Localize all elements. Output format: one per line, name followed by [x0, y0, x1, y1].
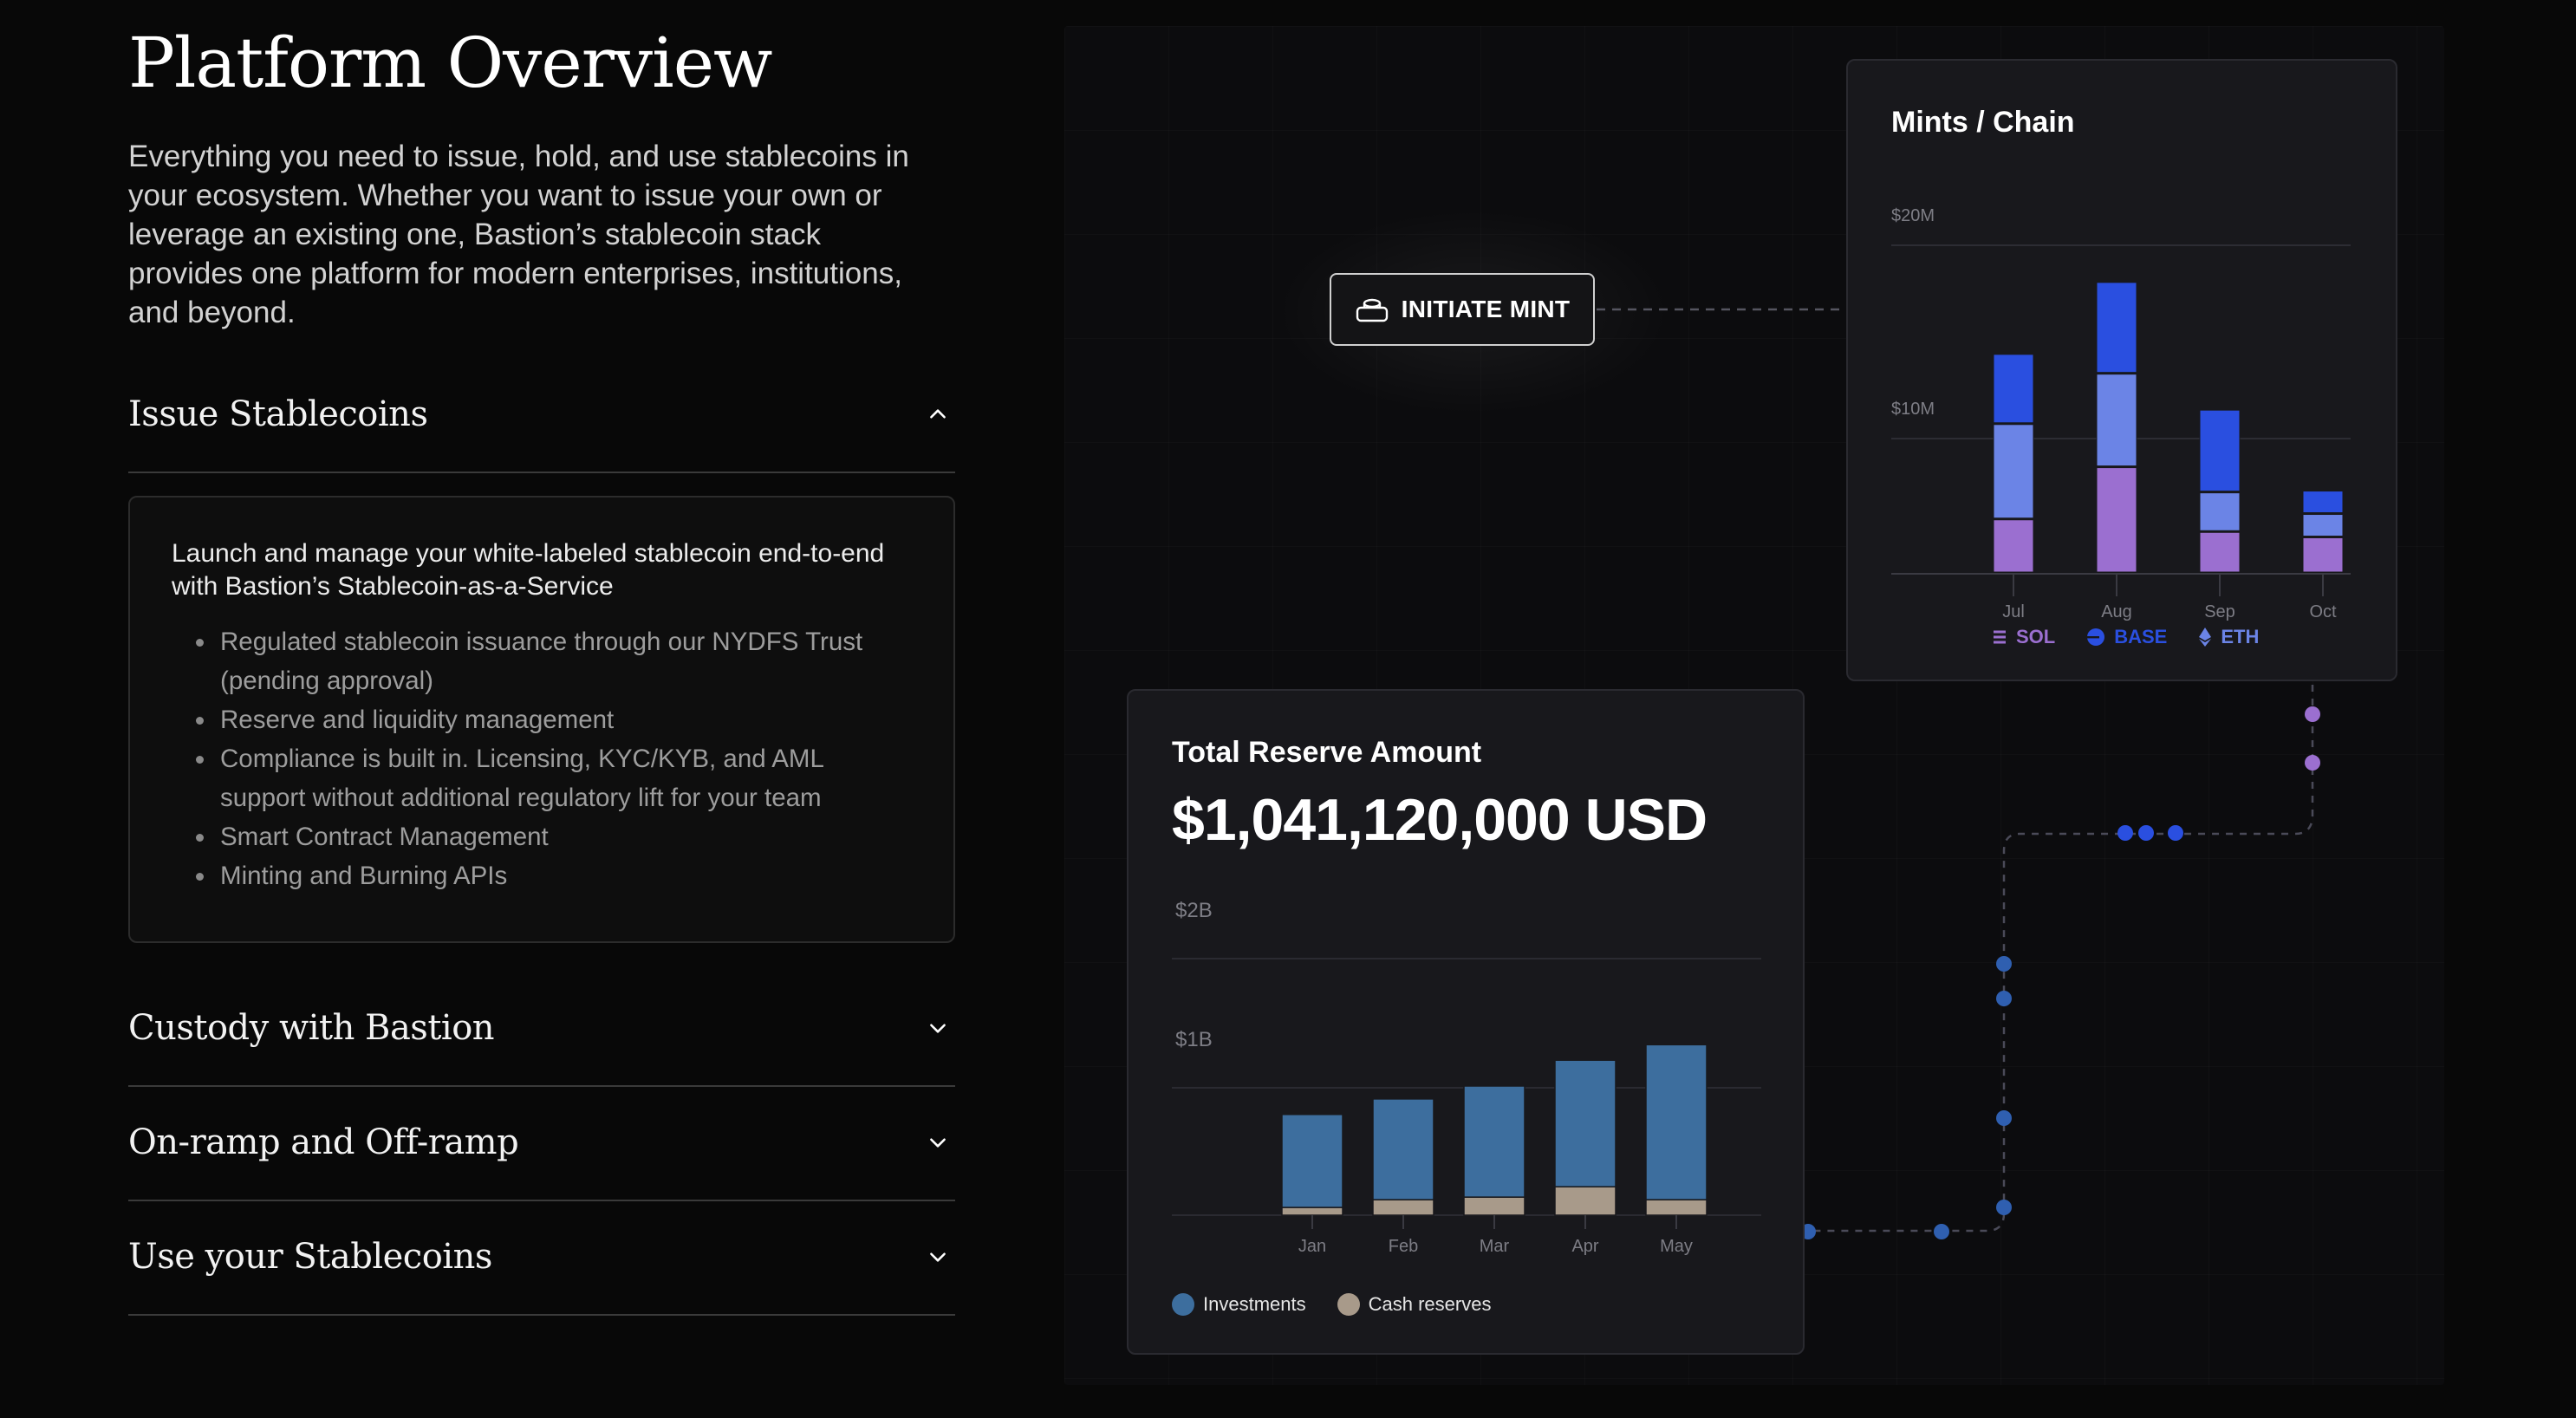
list-item: Compliance is built in. Licensing, KYC/K… — [196, 739, 912, 817]
x-tick-label: Oct — [2309, 602, 2337, 621]
bar-segment-eth — [1993, 354, 2034, 424]
y-tick-label: $2B — [1175, 899, 1213, 922]
initiate-mint-label: INITIATE MINT — [1401, 296, 1571, 322]
bar-segment-eth — [2302, 491, 2344, 514]
legend-label-cash-reserves: Cash reserves — [1368, 1293, 1492, 1315]
bar-segment-sol — [2096, 467, 2137, 573]
x-tick-label: Mar — [1480, 1237, 1510, 1256]
y-tick-label: $1B — [1175, 1028, 1213, 1051]
reserve-amount: $1,041,120,000 USD — [1172, 787, 1708, 853]
bar-segment-investments — [1645, 1044, 1708, 1200]
x-tick-label: Jan — [1298, 1237, 1326, 1256]
investments-swatch — [1172, 1293, 1194, 1316]
x-tick-label: Jul — [2002, 602, 2025, 621]
initiate-mint-button[interactable]: INITIATE MINT — [1330, 273, 1595, 346]
bar-segment-sol — [1993, 519, 2034, 573]
legend-label-investments: Investments — [1203, 1293, 1306, 1315]
x-tick-label: Apr — [1571, 1237, 1598, 1256]
accordion-header-onramp[interactable]: On-ramp and Off-ramp — [128, 1085, 955, 1200]
accordion-item-custody: Custody with Bastion — [128, 971, 955, 1087]
accordion-panel-issue-stablecoins: Launch and manage your white-labeled sta… — [128, 496, 955, 943]
bar-segment-eth — [2096, 282, 2137, 374]
legend-label-eth: ETH — [2221, 626, 2260, 647]
y-tick-label: $10M — [1891, 400, 1935, 419]
mints-chain-card: Mints / Chain $20M $10M Jul Aug Sep Oct SOL B… — [1846, 59, 2397, 681]
bar-segment-cash-reserves — [1463, 1196, 1525, 1216]
accordion-header-issue-stablecoins[interactable]: Issue Stablecoins — [128, 357, 955, 472]
bar-segment-base — [1993, 424, 2034, 519]
accordion-item-issue-stablecoins: Issue Stablecoins — [128, 357, 955, 473]
reserve-legend: Investments Cash reserves — [1172, 1293, 1522, 1316]
bar-segment-cash-reserves — [1554, 1186, 1617, 1216]
feature-list: Regulated stablecoin issuance through ou… — [172, 622, 912, 895]
coin-stack-icon — [1356, 298, 1388, 322]
chevron-down-icon[interactable] — [920, 1239, 955, 1274]
accordion-header-use-stablecoins[interactable]: Use your Stablecoins — [128, 1200, 955, 1314]
y-tick-label: $20M — [1891, 206, 1935, 225]
reserve-card-title: Total Reserve Amount — [1172, 736, 1482, 769]
legend-item-cash-reserves: Cash reserves — [1337, 1293, 1492, 1316]
legend-item-sol: SOL — [1992, 626, 2055, 648]
accordion-title: Issue Stablecoins — [128, 394, 428, 434]
eth-icon — [2199, 628, 2212, 647]
base-icon — [2087, 628, 2105, 646]
accordion-title: On-ramp and Off-ramp — [128, 1122, 519, 1162]
panel-lead-text: Launch and manage your white-labeled sta… — [172, 539, 885, 601]
accordion-header-custody[interactable]: Custody with Bastion — [128, 971, 955, 1085]
page-title: Platform Overview — [128, 23, 773, 103]
x-tick-label: Feb — [1389, 1237, 1418, 1256]
chevron-down-icon[interactable] — [920, 1125, 955, 1160]
list-item: Smart Contract Management — [196, 817, 912, 856]
bar-segment-base — [2096, 374, 2137, 467]
bar-segment-sol — [2199, 531, 2241, 573]
bar-segment-investments — [1463, 1085, 1525, 1198]
x-tick-label: May — [1660, 1237, 1693, 1256]
bar-segment-cash-reserves — [1645, 1199, 1708, 1216]
bar-segment-investments — [1372, 1098, 1434, 1200]
x-tick-label: Aug — [2101, 602, 2132, 621]
cash-reserves-swatch — [1337, 1293, 1360, 1316]
mints-card-title: Mints / Chain — [1891, 106, 2075, 139]
accordion-item-use-stablecoins: Use your Stablecoins — [128, 1200, 955, 1316]
bar-segment-investments — [1554, 1059, 1617, 1187]
mints-chain-chart: $20M $10M Jul Aug Sep Oct — [1891, 206, 2351, 621]
reserve-chart: $2B $1B Jan Feb Mar Apr May — [1172, 899, 1761, 1256]
legend-label-base: BASE — [2114, 626, 2168, 647]
x-tick-label: Sep — [2204, 602, 2235, 621]
bar-segment-investments — [1281, 1114, 1343, 1208]
accordion-title: Use your Stablecoins — [128, 1237, 492, 1277]
list-item: Reserve and liquidity management — [196, 700, 912, 739]
legend-item-base: BASE — [2086, 626, 2167, 648]
bar-segment-cash-reserves — [1281, 1207, 1343, 1216]
accordion-item-onramp: On-ramp and Off-ramp — [128, 1085, 955, 1201]
accordion-title: Custody with Bastion — [128, 1008, 495, 1048]
bar-segment-cash-reserves — [1372, 1199, 1434, 1216]
list-item: Regulated stablecoin issuance through ou… — [196, 622, 912, 700]
sol-icon — [1994, 630, 2006, 644]
intro-paragraph: Everything you need to issue, hold, and … — [128, 140, 909, 329]
mints-legend: SOL BASE ETH — [1992, 626, 2290, 648]
bar-segment-base — [2302, 514, 2344, 537]
bar-segment-sol — [2302, 537, 2344, 573]
legend-item-eth: ETH — [2198, 626, 2259, 648]
list-item: Minting and Burning APIs — [196, 856, 912, 895]
bar-segment-base — [2199, 492, 2241, 531]
chevron-up-icon[interactable] — [920, 397, 955, 432]
legend-item-investments: Investments — [1172, 1293, 1306, 1316]
legend-label-sol: SOL — [2016, 626, 2056, 647]
chevron-down-icon[interactable] — [920, 1011, 955, 1045]
total-reserve-card: Total Reserve Amount $1,041,120,000 USD … — [1127, 689, 1805, 1355]
bar-segment-eth — [2199, 409, 2241, 492]
